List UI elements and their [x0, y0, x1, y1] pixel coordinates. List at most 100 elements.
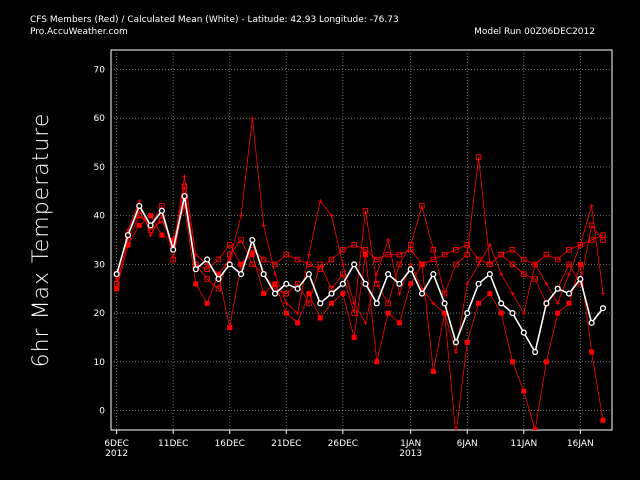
point	[464, 242, 470, 248]
point	[306, 300, 312, 307]
point	[136, 202, 143, 209]
plot-area	[113, 116, 607, 430]
point	[430, 369, 436, 375]
point	[136, 222, 142, 228]
point	[441, 290, 448, 297]
point	[509, 359, 515, 365]
point	[272, 272, 277, 277]
point	[589, 349, 595, 355]
point	[114, 286, 120, 292]
x-tick-label: 26DEC	[328, 439, 358, 449]
point	[464, 251, 470, 258]
point	[554, 285, 561, 292]
point	[430, 256, 437, 263]
point	[204, 300, 210, 306]
point	[351, 261, 358, 268]
point	[385, 271, 392, 278]
point	[408, 281, 414, 287]
point	[215, 271, 221, 277]
point	[250, 116, 255, 121]
point	[227, 325, 233, 331]
point	[487, 291, 493, 297]
y-tick-label: 70	[94, 65, 106, 75]
point	[351, 334, 357, 340]
point	[453, 246, 459, 253]
point	[294, 285, 301, 292]
point	[181, 193, 188, 200]
x-tick-label: 16DEC	[215, 439, 245, 449]
point	[588, 222, 595, 229]
point	[509, 310, 516, 317]
point	[476, 262, 481, 267]
point	[577, 242, 584, 248]
point	[148, 233, 153, 238]
point	[565, 290, 573, 297]
point	[385, 310, 391, 316]
point	[340, 291, 346, 297]
point	[363, 320, 368, 325]
point	[498, 251, 504, 258]
point	[442, 310, 448, 316]
point	[396, 261, 403, 268]
point	[577, 275, 584, 283]
point	[351, 242, 357, 248]
point	[193, 281, 199, 287]
point	[509, 261, 516, 268]
point	[396, 280, 403, 287]
y-tick-label: 50	[94, 163, 106, 173]
point	[306, 252, 311, 257]
point	[420, 286, 425, 291]
point	[170, 246, 177, 253]
point	[430, 246, 437, 253]
point	[419, 261, 425, 268]
y-tick-label: 60	[94, 114, 106, 124]
point	[418, 290, 426, 297]
point	[147, 222, 154, 229]
point	[317, 300, 324, 307]
point	[205, 262, 210, 267]
point	[306, 261, 312, 268]
point	[249, 261, 256, 268]
x-tick-label: 6JAN	[457, 439, 478, 449]
point	[283, 290, 290, 297]
point	[362, 246, 369, 253]
chart-title: CFS Members (Red) / Calculated Mean (Whi…	[30, 15, 399, 25]
point	[170, 256, 176, 263]
point	[295, 320, 301, 326]
point	[452, 339, 459, 346]
point	[600, 417, 606, 423]
point	[510, 291, 515, 296]
point	[124, 232, 132, 239]
point	[464, 339, 470, 345]
point	[499, 272, 504, 277]
point	[475, 154, 482, 160]
point	[600, 232, 606, 238]
series-line	[116, 205, 604, 430]
point	[385, 251, 391, 258]
point	[599, 305, 607, 312]
point	[487, 242, 492, 247]
point	[543, 251, 550, 258]
point	[475, 280, 482, 287]
point	[204, 276, 210, 282]
point	[239, 213, 244, 218]
point	[294, 256, 301, 263]
point	[588, 319, 595, 326]
point	[407, 266, 414, 273]
point	[566, 300, 572, 306]
point	[464, 310, 471, 317]
point	[260, 271, 267, 278]
point	[509, 246, 516, 253]
point	[272, 261, 278, 268]
point	[226, 261, 233, 268]
x-tick-label-line: 2012	[105, 449, 128, 459]
x-tick-label: 21DEC	[271, 439, 301, 449]
point	[521, 256, 527, 263]
point	[362, 208, 369, 214]
point	[397, 291, 402, 296]
point	[284, 301, 289, 306]
point	[453, 350, 458, 355]
point	[498, 310, 504, 316]
point	[555, 301, 560, 306]
